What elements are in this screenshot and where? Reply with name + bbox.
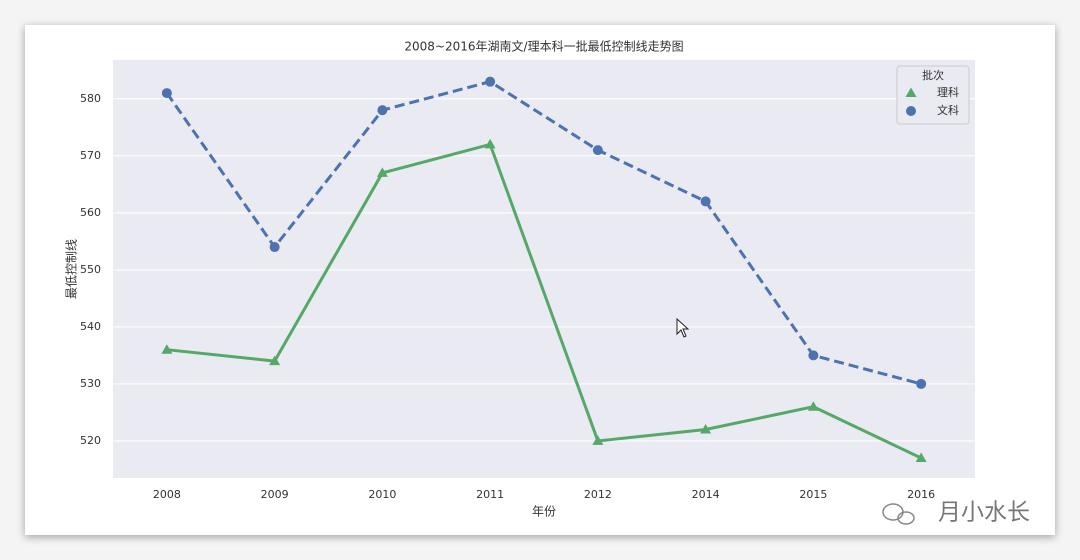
marker: [700, 196, 711, 207]
marker: [592, 145, 603, 156]
marker: [161, 344, 173, 354]
marker: [376, 167, 388, 177]
x-tick-label: 2012: [584, 488, 612, 501]
legend-marker: [906, 106, 916, 116]
x-tick-label: 2010: [368, 488, 396, 501]
x-tick-label: 2014: [692, 488, 720, 501]
marker: [161, 88, 172, 99]
watermark-icon: [882, 503, 904, 521]
y-tick-label: 550: [80, 263, 101, 276]
series-line: [165, 80, 922, 386]
y-tick-label: 520: [80, 434, 101, 447]
cursor: [676, 317, 690, 338]
legend-marker: [905, 87, 917, 97]
y-tick-label: 570: [80, 149, 101, 162]
y-tick-label: 540: [80, 320, 101, 333]
marker: [592, 435, 604, 445]
marker: [700, 424, 712, 434]
legend-title: 批次: [922, 68, 944, 82]
x-axis-label: 年份: [532, 505, 556, 519]
chart-title: 2008~2016年湖南文/理本科一批最低控制线走势图: [404, 39, 683, 54]
watermark-text: 月小水长: [938, 500, 1030, 526]
y-tick-label: 530: [80, 377, 101, 390]
x-tick-label: 2009: [261, 488, 289, 501]
y-tick-label: 560: [80, 206, 101, 219]
marker: [808, 350, 819, 361]
watermark-icon: [897, 511, 915, 525]
y-axis-label: 最低控制线: [65, 239, 79, 299]
watermark: 月小水长: [882, 500, 1030, 526]
legend-label: 文科: [937, 103, 959, 117]
x-tick-label: 2015: [799, 488, 827, 501]
series-line: [166, 142, 922, 460]
marker: [377, 105, 388, 116]
y-tick-label: 580: [80, 92, 101, 105]
marker: [485, 76, 496, 87]
marker: [269, 242, 280, 253]
marker: [915, 452, 927, 463]
marker: [269, 355, 281, 366]
legend-label: 理科: [937, 85, 959, 99]
x-tick-label: 2016: [907, 488, 935, 501]
plot-area: [113, 60, 975, 478]
x-tick-label: 2011: [476, 488, 504, 501]
marker: [484, 138, 496, 149]
marker: [807, 401, 819, 411]
x-tick-label: 2008: [153, 488, 181, 501]
marker: [916, 378, 927, 389]
